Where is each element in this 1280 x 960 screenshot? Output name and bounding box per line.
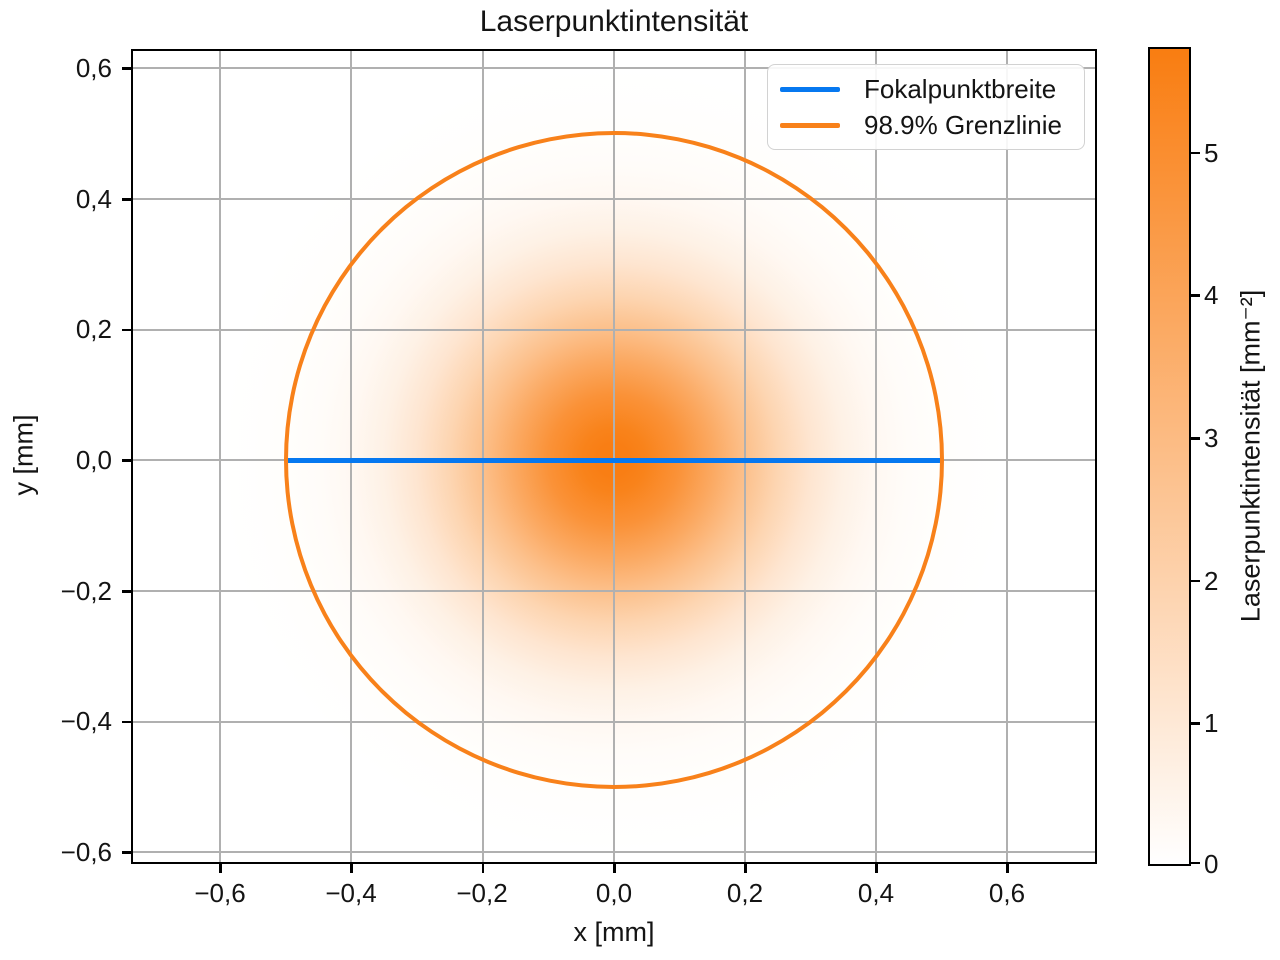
x-tick-mark bbox=[1006, 864, 1009, 873]
y-tick-mark bbox=[122, 198, 131, 201]
colorbar-tick-label: 0 bbox=[1204, 849, 1219, 879]
colorbar-tick-label: 2 bbox=[1204, 565, 1219, 596]
x-tick-label: −0,6 bbox=[194, 878, 246, 908]
x-tick-mark bbox=[613, 864, 616, 873]
colorbar-tick-label: 3 bbox=[1204, 423, 1219, 453]
legend-label: 98.9% Grenzlinie bbox=[864, 109, 1062, 140]
x-tick-mark bbox=[219, 864, 222, 873]
y-tick-label: 0,0 bbox=[75, 445, 112, 475]
y-tick-mark bbox=[122, 459, 131, 462]
x-tick-mark bbox=[744, 864, 747, 873]
x-tick-label: 0,4 bbox=[857, 878, 895, 908]
colorbar-tick-label: 5 bbox=[1204, 137, 1219, 168]
legend-label: Fokalpunktbreite bbox=[864, 73, 1057, 104]
legend-item: Fokalpunktbreite bbox=[768, 74, 1084, 105]
x-tick-label: 0,0 bbox=[595, 878, 633, 908]
y-axis-label: y [mm] bbox=[8, 414, 39, 496]
x-tick-label: −0,2 bbox=[456, 878, 508, 908]
colorbar bbox=[1148, 47, 1191, 866]
x-tick-mark bbox=[875, 864, 878, 873]
x-axis-label: x [mm] bbox=[573, 917, 655, 947]
colorbar-tick-mark bbox=[1191, 294, 1200, 297]
gridline bbox=[219, 49, 221, 864]
x-tick-label: −0,4 bbox=[325, 878, 377, 908]
colorbar-tick-mark bbox=[1191, 722, 1200, 725]
chart-title: Laserpunktintensität bbox=[479, 5, 749, 38]
legend-line-swatch-orange bbox=[780, 122, 840, 128]
y-tick-mark bbox=[122, 720, 131, 723]
y-tick-mark bbox=[122, 590, 131, 593]
y-tick-mark bbox=[122, 851, 131, 854]
y-tick-mark bbox=[122, 328, 131, 331]
y-tick-mark bbox=[122, 67, 131, 70]
colorbar-tick-label: 4 bbox=[1204, 280, 1219, 310]
x-tick-label: 0,2 bbox=[726, 878, 764, 908]
gridline bbox=[1006, 49, 1008, 864]
x-tick-mark bbox=[481, 864, 484, 873]
colorbar-axis-label: Laserpunktintensität [mm⁻²] bbox=[1235, 289, 1266, 623]
colorbar-tick-mark bbox=[1191, 579, 1200, 582]
plot-area: Fokalpunktbreite 98.9% Grenzlinie bbox=[131, 49, 1097, 864]
y-tick-label: −0,6 bbox=[60, 837, 112, 867]
legend-line-swatch-blue bbox=[780, 86, 840, 92]
colorbar-tick-mark bbox=[1191, 437, 1200, 440]
x-tick-mark bbox=[350, 864, 353, 873]
boundary-circle bbox=[283, 131, 944, 789]
colorbar-tick-label: 1 bbox=[1204, 708, 1219, 738]
x-tick-label: 0,6 bbox=[988, 878, 1026, 908]
gridline bbox=[131, 67, 1097, 69]
gridline bbox=[131, 851, 1097, 853]
y-tick-label: 0,2 bbox=[75, 314, 112, 344]
y-tick-label: −0,4 bbox=[60, 706, 112, 736]
y-tick-label: 0,6 bbox=[75, 53, 112, 83]
colorbar-tick-mark bbox=[1191, 861, 1200, 864]
legend: Fokalpunktbreite 98.9% Grenzlinie bbox=[767, 64, 1085, 150]
y-tick-label: −0,2 bbox=[60, 576, 112, 606]
plot-frame bbox=[131, 49, 1097, 864]
colorbar-tick-mark bbox=[1191, 151, 1200, 154]
legend-item: 98.9% Grenzlinie bbox=[768, 110, 1084, 141]
y-tick-label: 0,4 bbox=[75, 184, 112, 214]
